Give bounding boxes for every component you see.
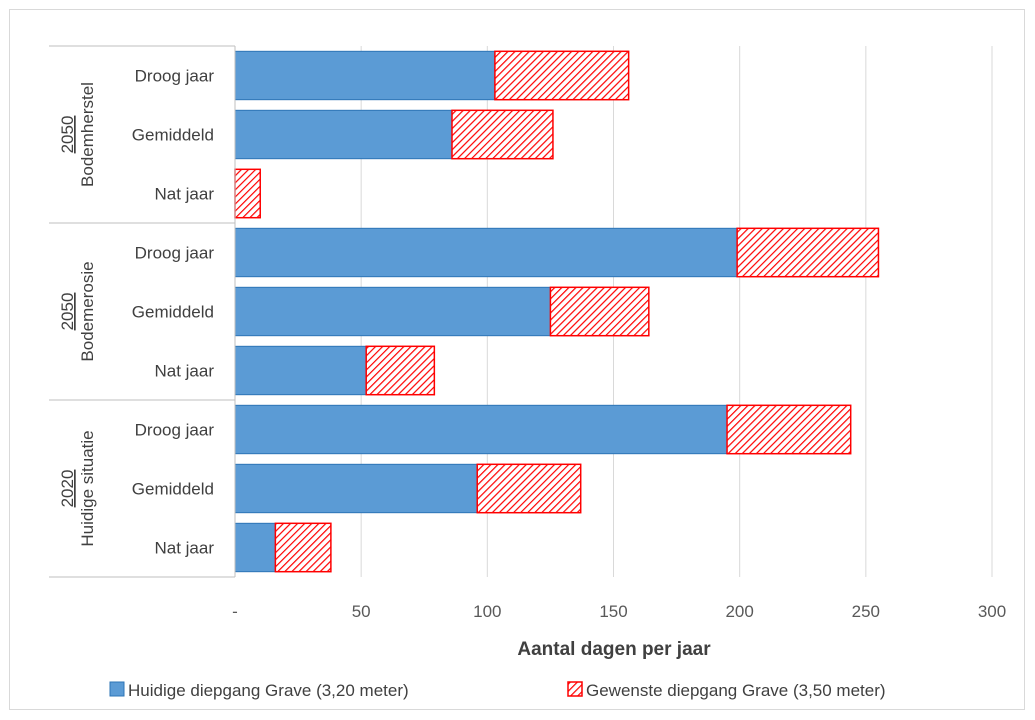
x-tick-label: 150 xyxy=(599,602,627,621)
bar-gewenste xyxy=(274,522,332,573)
x-axis-title: Aantal dagen per jaar xyxy=(517,639,711,660)
x-tick-label: 250 xyxy=(852,602,880,621)
category-axis xyxy=(49,45,236,578)
category-label: Gemiddeld xyxy=(132,303,214,322)
bar-gewenste xyxy=(726,404,852,455)
legend-label-gewenste: Gewenste diepgang Grave (3,50 meter) xyxy=(586,681,886,700)
x-tick-label: - xyxy=(232,602,238,621)
x-tick-label: 100 xyxy=(473,602,501,621)
bar-gewenste xyxy=(494,50,630,101)
axis-labels: - 50 100 150 200 250 300 Droog jaar Gemiddeld Nat… xyxy=(58,67,1006,622)
category-label: Droog jaar xyxy=(135,67,215,86)
bars xyxy=(234,50,880,573)
legend-label-huidige: Huidige diepgang Grave (3,20 meter) xyxy=(128,681,409,700)
group-label: 2020Huidige situatie xyxy=(58,430,97,546)
x-tick-label: 300 xyxy=(978,602,1006,621)
group-label-name: Huidige situatie xyxy=(78,430,97,546)
category-label: Gemiddeld xyxy=(132,480,214,499)
bar-huidige xyxy=(234,463,478,514)
category-label: Nat jaar xyxy=(154,362,214,381)
group-label-name: Bodemherstel xyxy=(78,82,97,187)
bar-huidige xyxy=(234,404,728,455)
bar-huidige xyxy=(234,286,551,337)
bar-gewenste xyxy=(476,463,582,514)
group-label: 2050Bodemerosie xyxy=(58,261,97,361)
category-label: Nat jaar xyxy=(154,185,214,204)
bar-huidige xyxy=(234,345,367,396)
x-tick-label: 50 xyxy=(352,602,371,621)
bar-huidige xyxy=(234,522,276,573)
bar-huidige xyxy=(234,50,496,101)
group-label: 2050Bodemherstel xyxy=(58,82,97,187)
x-tick-label: 200 xyxy=(725,602,753,621)
category-label: Droog jaar xyxy=(135,421,215,440)
bar-gewenste xyxy=(736,227,880,278)
bar-gewenste xyxy=(451,109,554,160)
bar-huidige xyxy=(234,227,738,278)
legend-swatch-gewenste xyxy=(567,681,583,697)
legend: Huidige diepgang Grave (3,20 meter) Gewen… xyxy=(109,681,886,700)
group-label-name: Bodemerosie xyxy=(78,261,97,361)
bar-huidige xyxy=(234,109,453,160)
category-label: Gemiddeld xyxy=(132,126,214,145)
legend-swatch-huidige xyxy=(109,681,125,697)
group-label-year: 2050 xyxy=(58,116,77,154)
bar-gewenste xyxy=(549,286,650,337)
bar-gewenste xyxy=(234,168,261,219)
category-label: Droog jaar xyxy=(135,244,215,263)
bar-gewenste xyxy=(365,345,436,396)
group-label-year: 2020 xyxy=(58,470,77,508)
group-label-year: 2050 xyxy=(58,293,77,331)
category-label: Nat jaar xyxy=(154,539,214,558)
